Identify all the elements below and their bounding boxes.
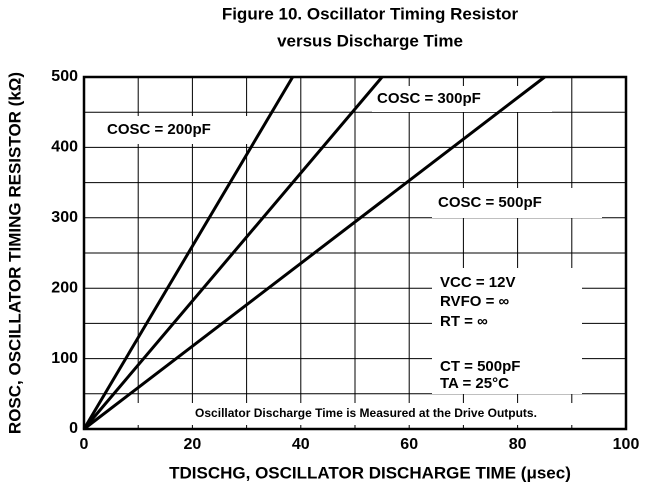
series-label: COSC = 200pF xyxy=(107,121,211,138)
x-tick-label: 60 xyxy=(400,436,418,453)
y-tick-label: 100 xyxy=(51,350,78,367)
annotation: RT = ∞ xyxy=(440,313,488,330)
line-series xyxy=(82,76,384,430)
label-background xyxy=(432,268,582,394)
label-background xyxy=(372,86,552,112)
series-label: COSC = 300pF xyxy=(377,90,481,107)
series-label: COSC = 500pF xyxy=(438,194,542,211)
annotation: VCC = 12V xyxy=(440,274,515,291)
y-tick-label: 300 xyxy=(51,209,78,226)
chart-title: Figure 10. Oscillator Timing Resistor xyxy=(222,4,519,23)
label-background xyxy=(100,116,250,144)
x-tick-label: 20 xyxy=(184,436,202,453)
annotation: CT = 500pF xyxy=(440,358,520,375)
x-axis-label: TDISCHG, OSCILLATOR DISCHARGE TIME (μsec… xyxy=(169,463,571,482)
x-tick-label: 80 xyxy=(509,436,527,453)
annotation: RVFO = ∞ xyxy=(440,293,509,310)
y-tick-label: 500 xyxy=(51,68,78,85)
plot-frame xyxy=(82,75,628,431)
x-tick-label: 40 xyxy=(292,436,310,453)
chart-title: versus Discharge Time xyxy=(277,31,463,50)
label-background xyxy=(432,188,602,218)
x-tick-label: 0 xyxy=(80,436,89,453)
annotation: TA = 25°C xyxy=(440,375,509,392)
y-tick-label: 0 xyxy=(69,420,78,437)
x-tick-label: 100 xyxy=(613,436,640,453)
y-tick-label: 400 xyxy=(51,139,78,156)
label-background xyxy=(110,403,622,425)
line-series xyxy=(83,75,546,431)
line-series xyxy=(82,76,294,430)
y-tick-label: 200 xyxy=(51,279,78,296)
annotation: Oscillator Discharge Time is Measured at… xyxy=(195,406,537,420)
y-axis-label: ROSC, OSCILLATOR TIMING RESISTOR (kΩ) xyxy=(5,72,24,434)
